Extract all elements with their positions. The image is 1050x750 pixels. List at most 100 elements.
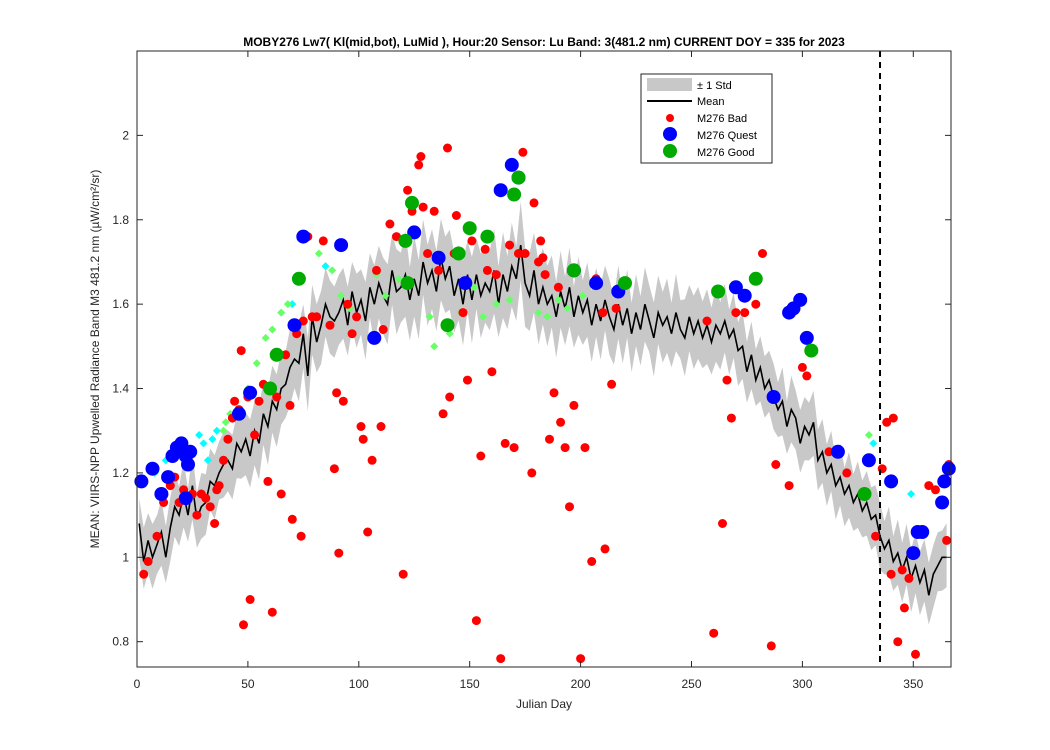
quest-point	[830, 444, 845, 459]
legend-mean-label: Mean	[697, 96, 725, 108]
bad-point	[802, 371, 812, 381]
bad-point	[496, 654, 506, 664]
good-point	[398, 233, 413, 248]
y-tick-label: 1.6	[112, 297, 129, 311]
bad-point	[296, 531, 306, 541]
bad-point	[458, 308, 468, 318]
quest-point	[861, 453, 876, 468]
bad-point	[527, 468, 537, 478]
good-point	[748, 271, 763, 286]
bad-point	[272, 392, 282, 402]
bad-point	[418, 202, 428, 212]
bad-point	[423, 249, 433, 258]
bad-point	[611, 303, 621, 313]
bad-point	[886, 569, 896, 579]
quest-point	[334, 238, 349, 253]
bad-point	[731, 308, 741, 318]
bad-point	[254, 396, 264, 406]
bad-point	[549, 388, 559, 398]
bad-point	[347, 329, 357, 339]
bad-point	[398, 569, 408, 579]
bad-point	[911, 649, 920, 659]
bad-point	[569, 400, 579, 410]
y-tick-label: 1	[122, 550, 129, 564]
x-tick-label: 350	[903, 677, 923, 691]
quest-point	[407, 225, 422, 240]
light-green-point	[252, 359, 261, 368]
quest-point	[915, 525, 930, 539]
bad-point	[338, 396, 348, 406]
bad-point	[214, 481, 224, 491]
bad-point	[451, 211, 461, 220]
quest-point	[884, 474, 899, 489]
bad-point	[600, 544, 610, 554]
bad-point	[192, 510, 202, 520]
x-tick-label: 100	[349, 677, 369, 691]
light-green-point	[314, 249, 323, 258]
quest-point	[181, 457, 195, 472]
good-point	[480, 229, 495, 244]
bad-point	[205, 502, 215, 512]
light-green-point	[219, 426, 228, 435]
light-green-point	[277, 308, 286, 317]
legend-quest-label: M276 Quest	[697, 130, 757, 142]
bad-point	[416, 152, 426, 161]
good-point	[857, 487, 872, 501]
legend-bad-label: M276 Bad	[697, 113, 747, 125]
bad-point	[565, 502, 574, 512]
bad-point	[438, 409, 448, 419]
good-point	[269, 347, 284, 362]
bad-point	[924, 481, 934, 491]
bad-point	[702, 316, 712, 326]
bad-point	[709, 628, 719, 638]
legend-std-swatch	[647, 78, 692, 91]
y-tick-label: 1.2	[112, 466, 129, 480]
quest-point	[504, 157, 519, 172]
light-green-point	[492, 300, 501, 309]
plot-frame	[136, 50, 952, 668]
bad-point	[726, 413, 736, 423]
y-tick-label: 1.8	[112, 213, 129, 227]
cyan-point	[195, 430, 204, 439]
bad-point	[931, 485, 940, 495]
bad-point	[239, 620, 248, 630]
bad-point	[267, 607, 277, 617]
light-green-point	[554, 295, 563, 304]
quest-point	[737, 288, 752, 303]
light-green-point	[430, 342, 439, 351]
good-point	[440, 318, 455, 333]
bad-point	[471, 616, 481, 626]
bad-point	[467, 236, 477, 246]
quest-point	[906, 546, 921, 561]
light-green-point	[479, 312, 488, 321]
light-green-point	[543, 312, 552, 321]
bad-point	[607, 379, 617, 389]
bad-point	[312, 312, 322, 322]
bad-point	[576, 654, 586, 664]
legend-quest-swatch	[663, 127, 677, 141]
cyan-point	[288, 300, 297, 309]
bad-point	[500, 438, 510, 448]
quest-point	[145, 461, 160, 476]
x-tick-label: 300	[792, 677, 812, 691]
bad-point	[476, 451, 486, 461]
bad-point	[480, 244, 490, 254]
bad-point	[871, 531, 881, 541]
bad-point	[505, 240, 515, 250]
bad-point	[463, 375, 472, 385]
bad-point	[740, 308, 750, 318]
cyan-point	[208, 435, 217, 444]
good-point	[511, 170, 526, 185]
legend-bad-swatch	[666, 114, 674, 122]
light-green-point	[328, 266, 337, 275]
bad-point	[318, 236, 328, 246]
bad-point	[219, 455, 228, 465]
bad-point	[223, 434, 233, 444]
good-point	[507, 187, 522, 202]
bad-point	[352, 312, 362, 322]
bad-point	[403, 185, 413, 195]
bad-point	[751, 299, 761, 309]
bad-point	[509, 443, 519, 453]
quest-point	[766, 390, 781, 404]
